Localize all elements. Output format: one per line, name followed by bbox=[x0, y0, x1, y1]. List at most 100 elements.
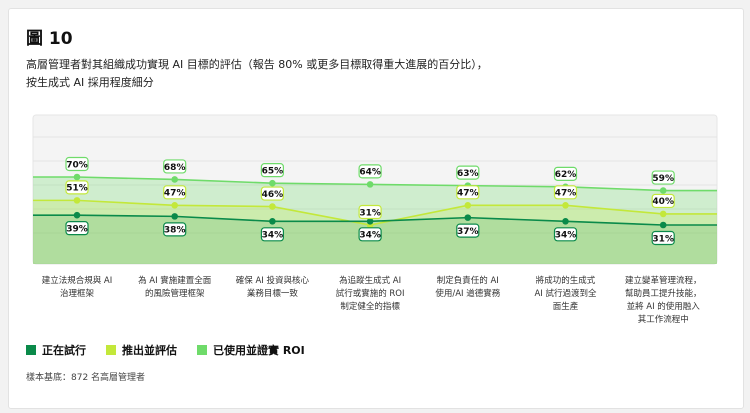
data-label-text: 47% bbox=[555, 189, 577, 199]
data-label: 37% bbox=[456, 223, 480, 238]
data-label: 38% bbox=[163, 222, 187, 237]
x-tick-label: 確保 AI 投資與核心業務目標一致 bbox=[236, 275, 310, 299]
data-label: 47% bbox=[163, 185, 187, 200]
data-label-box bbox=[358, 204, 382, 220]
data-label-box bbox=[163, 222, 187, 237]
data-label-box bbox=[553, 227, 578, 242]
data-label-text: 40% bbox=[652, 197, 674, 207]
data-label-box bbox=[651, 193, 675, 209]
data-label-text: 31% bbox=[652, 234, 674, 244]
data-label-box bbox=[163, 185, 187, 200]
legend-item-roi-proven: 已使用並證實 ROI bbox=[197, 342, 305, 358]
x-tick-label: 將成功的生成式 AI 試行過渡到全面生產 bbox=[534, 275, 597, 312]
data-label-box bbox=[358, 227, 382, 242]
data-point bbox=[464, 202, 472, 209]
data-label-text: 63% bbox=[457, 169, 479, 179]
data-point bbox=[269, 179, 276, 187]
x-tick-label: 為 AI 實施建置全面的風險管理框架 bbox=[138, 275, 212, 299]
data-label-text: 46% bbox=[262, 190, 284, 200]
data-label-box bbox=[456, 165, 480, 180]
data-label-text: 47% bbox=[457, 189, 479, 199]
data-label: 34% bbox=[553, 227, 578, 242]
data-label-box bbox=[260, 227, 284, 242]
data-point bbox=[269, 218, 276, 225]
figure-title: 圖 10 bbox=[26, 29, 73, 49]
data-point bbox=[659, 187, 667, 194]
data-label-text: 51% bbox=[66, 184, 88, 194]
sample-footnote: 樣本基底：872 名高層管理者 bbox=[26, 373, 146, 383]
subtitle-line-2: 按生成式 AI 採用程度細分 bbox=[26, 76, 154, 89]
data-label-text: 34% bbox=[555, 231, 577, 241]
data-label-box bbox=[65, 156, 89, 172]
data-label: 31% bbox=[651, 230, 675, 246]
data-label-box bbox=[553, 166, 578, 181]
data-label: 31% bbox=[358, 204, 382, 220]
data-point bbox=[269, 203, 276, 210]
data-label-text: 37% bbox=[457, 227, 479, 237]
data-point bbox=[659, 210, 667, 218]
data-label-box bbox=[65, 221, 89, 236]
legend-item-piloting: 正在試行 bbox=[26, 342, 86, 358]
data-label-text: 31% bbox=[359, 208, 381, 218]
legend-label-piloting: 正在試行 bbox=[42, 344, 86, 357]
data-label-text: 39% bbox=[66, 224, 88, 234]
x-tick-label: 為追蹤生成式 AI 試行或實施的 ROI 制定健全的指標 bbox=[336, 275, 405, 312]
data-label-text: 62% bbox=[555, 170, 577, 180]
data-label-box bbox=[651, 170, 675, 185]
data-label-text: 68% bbox=[164, 163, 186, 173]
data-point bbox=[366, 218, 374, 225]
data-label: 34% bbox=[260, 227, 284, 242]
legend-swatch-roi-proven bbox=[197, 345, 207, 355]
x-tick-label: 建立變革管理流程，幫助員工提升技能，並將 AI 的使用融入其工作流程中 bbox=[625, 275, 702, 325]
data-label-box bbox=[163, 159, 187, 174]
data-point bbox=[171, 213, 178, 220]
data-label: 62% bbox=[553, 166, 578, 181]
data-label: 64% bbox=[358, 164, 382, 179]
data-label: 34% bbox=[358, 227, 382, 242]
data-label-text: 59% bbox=[652, 174, 674, 184]
data-point bbox=[73, 173, 81, 181]
data-point bbox=[659, 221, 667, 229]
data-label-text: 65% bbox=[262, 166, 284, 176]
data-label-box bbox=[456, 185, 480, 200]
x-tick-label: 建立法規合規與 AI 治理框架 bbox=[42, 275, 113, 299]
data-point bbox=[171, 176, 178, 183]
data-label-box bbox=[651, 230, 675, 246]
plot-background bbox=[32, 114, 718, 265]
legend-label-rolling-out: 推出並評估 bbox=[122, 344, 177, 357]
data-label-box bbox=[553, 185, 578, 200]
legend-swatch-piloting bbox=[26, 345, 36, 355]
data-label: 47% bbox=[456, 185, 480, 200]
data-point bbox=[366, 181, 374, 188]
x-tick-label: 制定負責任的 AI 使用/AI 道德實務 bbox=[435, 275, 500, 299]
data-label-text: 38% bbox=[164, 226, 186, 236]
data-label: 59% bbox=[651, 170, 675, 185]
data-label-text: 34% bbox=[359, 231, 381, 241]
data-label: 40% bbox=[651, 193, 675, 209]
data-label: 39% bbox=[65, 221, 89, 236]
data-point bbox=[73, 197, 81, 204]
data-point bbox=[464, 214, 472, 221]
data-label-text: 70% bbox=[66, 160, 88, 170]
legend-swatch-rolling-out bbox=[106, 345, 116, 355]
data-label-box bbox=[358, 164, 382, 179]
data-point bbox=[73, 211, 81, 219]
data-label: 47% bbox=[553, 185, 578, 200]
data-label: 65% bbox=[260, 163, 284, 178]
data-label-text: 47% bbox=[164, 189, 186, 199]
data-label-box bbox=[456, 223, 480, 238]
data-label: 46% bbox=[260, 186, 284, 201]
data-label-box bbox=[65, 180, 89, 195]
data-label: 68% bbox=[163, 159, 187, 174]
legend-label-roi-proven: 已使用並證實 ROI bbox=[213, 344, 305, 357]
legend-item-rolling-out: 推出並評估 bbox=[106, 342, 177, 358]
data-label-text: 34% bbox=[262, 231, 284, 241]
data-point bbox=[562, 218, 569, 225]
data-label-box bbox=[260, 186, 284, 201]
data-point bbox=[171, 202, 178, 209]
data-label-text: 64% bbox=[359, 168, 381, 178]
data-label-box bbox=[260, 163, 284, 178]
subtitle-line-1: 高層管理者對其組織成功實現 AI 目標的評估（報告 80% 或更多目標取得重大進… bbox=[26, 58, 488, 71]
data-label: 63% bbox=[456, 165, 480, 180]
